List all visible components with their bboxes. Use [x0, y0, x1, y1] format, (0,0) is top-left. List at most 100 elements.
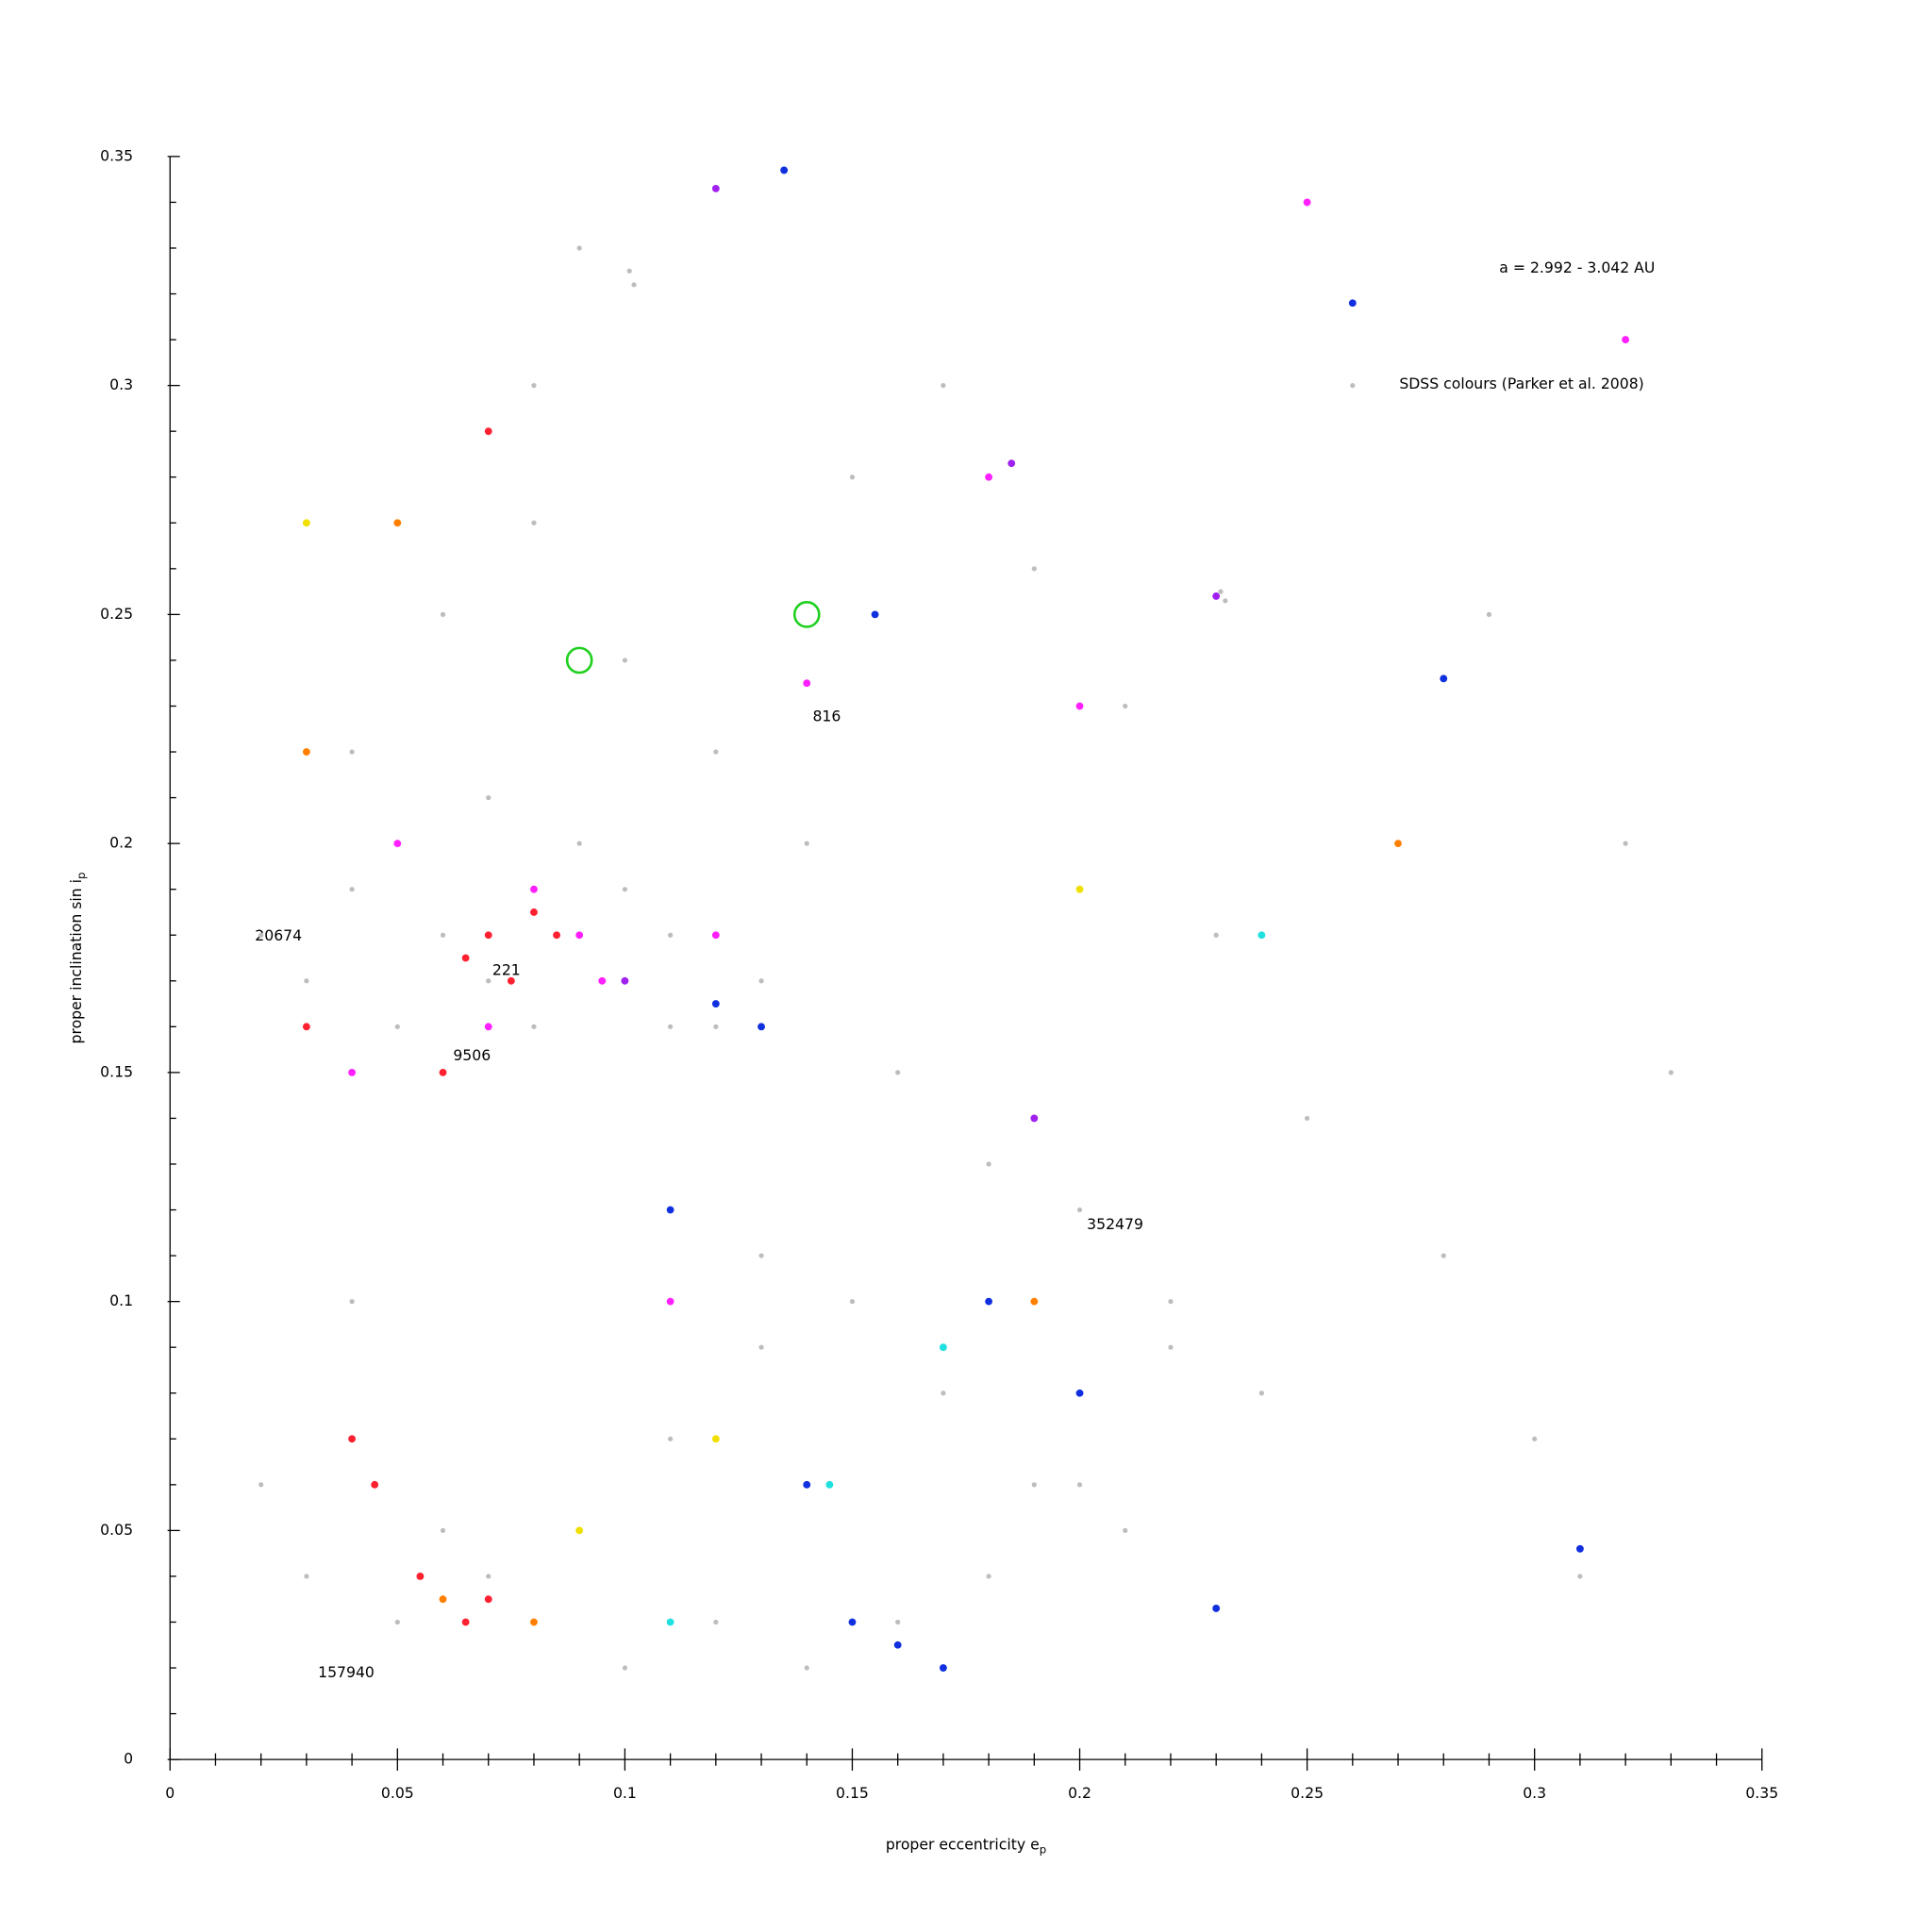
point: [622, 658, 628, 663]
point: [849, 1299, 856, 1305]
point: [780, 166, 789, 175]
point: [1223, 598, 1228, 604]
y-tick-label: 0.15: [100, 1062, 133, 1080]
family-label: 157940: [318, 1663, 375, 1681]
y-axis-label-main: proper inclination sin i: [66, 879, 84, 1043]
point: [484, 1595, 492, 1604]
point: [348, 1068, 357, 1076]
point: [711, 1435, 720, 1443]
family-label: 20674: [255, 926, 302, 944]
point: [1123, 703, 1128, 709]
point: [1258, 1391, 1265, 1396]
highlight-circle: [565, 646, 593, 675]
point: [985, 1297, 993, 1306]
point: [804, 841, 809, 846]
point: [507, 976, 515, 985]
point: [371, 1480, 379, 1489]
point: [711, 1000, 720, 1008]
point: [575, 1526, 584, 1535]
point: [1348, 299, 1357, 308]
x-tick-label: 0.35: [1745, 1784, 1778, 1802]
point: [349, 887, 355, 892]
point: [667, 932, 674, 938]
point: [393, 840, 402, 848]
point: [1212, 1605, 1221, 1612]
y-axis-label-sub: p: [75, 873, 88, 879]
point: [258, 932, 264, 938]
point: [758, 1344, 764, 1350]
point: [1168, 1344, 1174, 1350]
point: [1123, 1527, 1128, 1534]
point: [1030, 1297, 1039, 1306]
point: [302, 519, 310, 527]
point: [302, 748, 310, 756]
point: [667, 1024, 674, 1029]
point: [622, 1665, 628, 1671]
point: [848, 1618, 857, 1626]
family-label: 816: [812, 708, 841, 725]
point: [439, 1595, 447, 1604]
point: [666, 1206, 675, 1214]
point: [1031, 1482, 1037, 1488]
y-tick-label: 0.25: [100, 605, 133, 623]
point: [1075, 1389, 1084, 1397]
point: [484, 931, 492, 940]
point: [626, 268, 632, 274]
point: [871, 610, 879, 619]
point: [484, 427, 492, 436]
point: [576, 841, 582, 846]
x-tick-label: 0.1: [613, 1784, 637, 1802]
point: [1031, 566, 1037, 572]
point: [598, 976, 607, 985]
point: [758, 1023, 765, 1031]
point: [1076, 1482, 1083, 1488]
y-tick-label: 0.3: [109, 375, 133, 393]
point: [1075, 702, 1084, 710]
point: [486, 978, 491, 984]
x-tick-label: 0.05: [381, 1784, 414, 1802]
highlight-circle: [792, 601, 821, 628]
point: [1075, 885, 1084, 893]
point: [803, 1480, 811, 1489]
family-label: 9506: [453, 1046, 491, 1064]
point: [1304, 1115, 1310, 1122]
point: [302, 1023, 310, 1031]
point: [631, 282, 637, 288]
point: [713, 1619, 719, 1625]
point: [258, 1482, 264, 1488]
point: [804, 1665, 809, 1671]
point: [348, 1435, 357, 1443]
point: [1622, 336, 1630, 343]
point: [1030, 1114, 1039, 1123]
y-tick-label: 0.2: [109, 834, 133, 852]
x-tick-label: 0.15: [836, 1784, 869, 1802]
point: [461, 954, 470, 962]
point: [1575, 1544, 1584, 1553]
point: [484, 1023, 492, 1031]
point: [939, 1664, 947, 1672]
annotation: a = 2.992 - 3.042 AU: [1499, 258, 1655, 276]
family-label: 221: [492, 961, 521, 979]
point: [1394, 840, 1402, 848]
point: [941, 1391, 946, 1396]
point: [439, 1068, 447, 1076]
point: [1532, 1436, 1538, 1441]
point: [394, 1024, 400, 1029]
point: [1257, 931, 1266, 940]
point: [440, 932, 446, 938]
point: [553, 931, 560, 940]
point: [349, 749, 355, 755]
point: [758, 978, 764, 984]
point: [622, 887, 628, 892]
point: [349, 1299, 355, 1305]
annotation: SDSS colours (Parker et al. 2008): [1399, 375, 1643, 392]
point: [1212, 592, 1221, 600]
x-axis-label-main: proper eccentricity e: [886, 1835, 1040, 1853]
point: [1213, 932, 1219, 938]
point: [758, 1253, 764, 1258]
point: [1303, 198, 1311, 207]
point: [394, 1619, 400, 1625]
x-tick-label: 0.2: [1068, 1784, 1091, 1802]
point: [531, 520, 537, 525]
